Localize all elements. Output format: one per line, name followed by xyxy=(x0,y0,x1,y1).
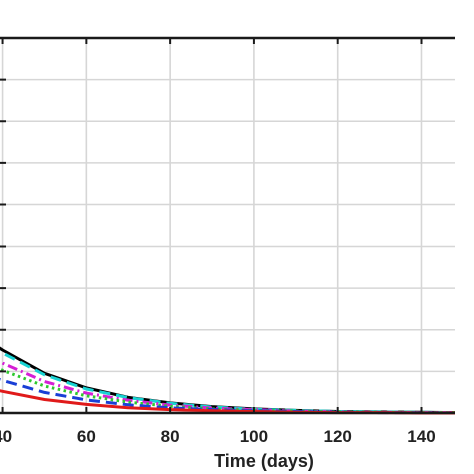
x-tick-label-5: 140 xyxy=(407,427,435,446)
grid-layer xyxy=(0,38,455,413)
x-tick-label-4: 120 xyxy=(324,427,352,446)
axes-layer xyxy=(0,36,455,415)
x-tick-label-1: 60 xyxy=(77,427,96,446)
series-line-2 xyxy=(0,360,455,415)
x-tick-label-0: 40 xyxy=(0,427,12,446)
x-tick-label-2: 80 xyxy=(161,427,180,446)
x-axis-label: Time (days) xyxy=(214,451,314,471)
x-tick-label-3: 100 xyxy=(240,427,268,446)
tick-label-layer: 40 60 80 100 120 140 xyxy=(0,427,436,446)
series-layer xyxy=(0,346,456,415)
